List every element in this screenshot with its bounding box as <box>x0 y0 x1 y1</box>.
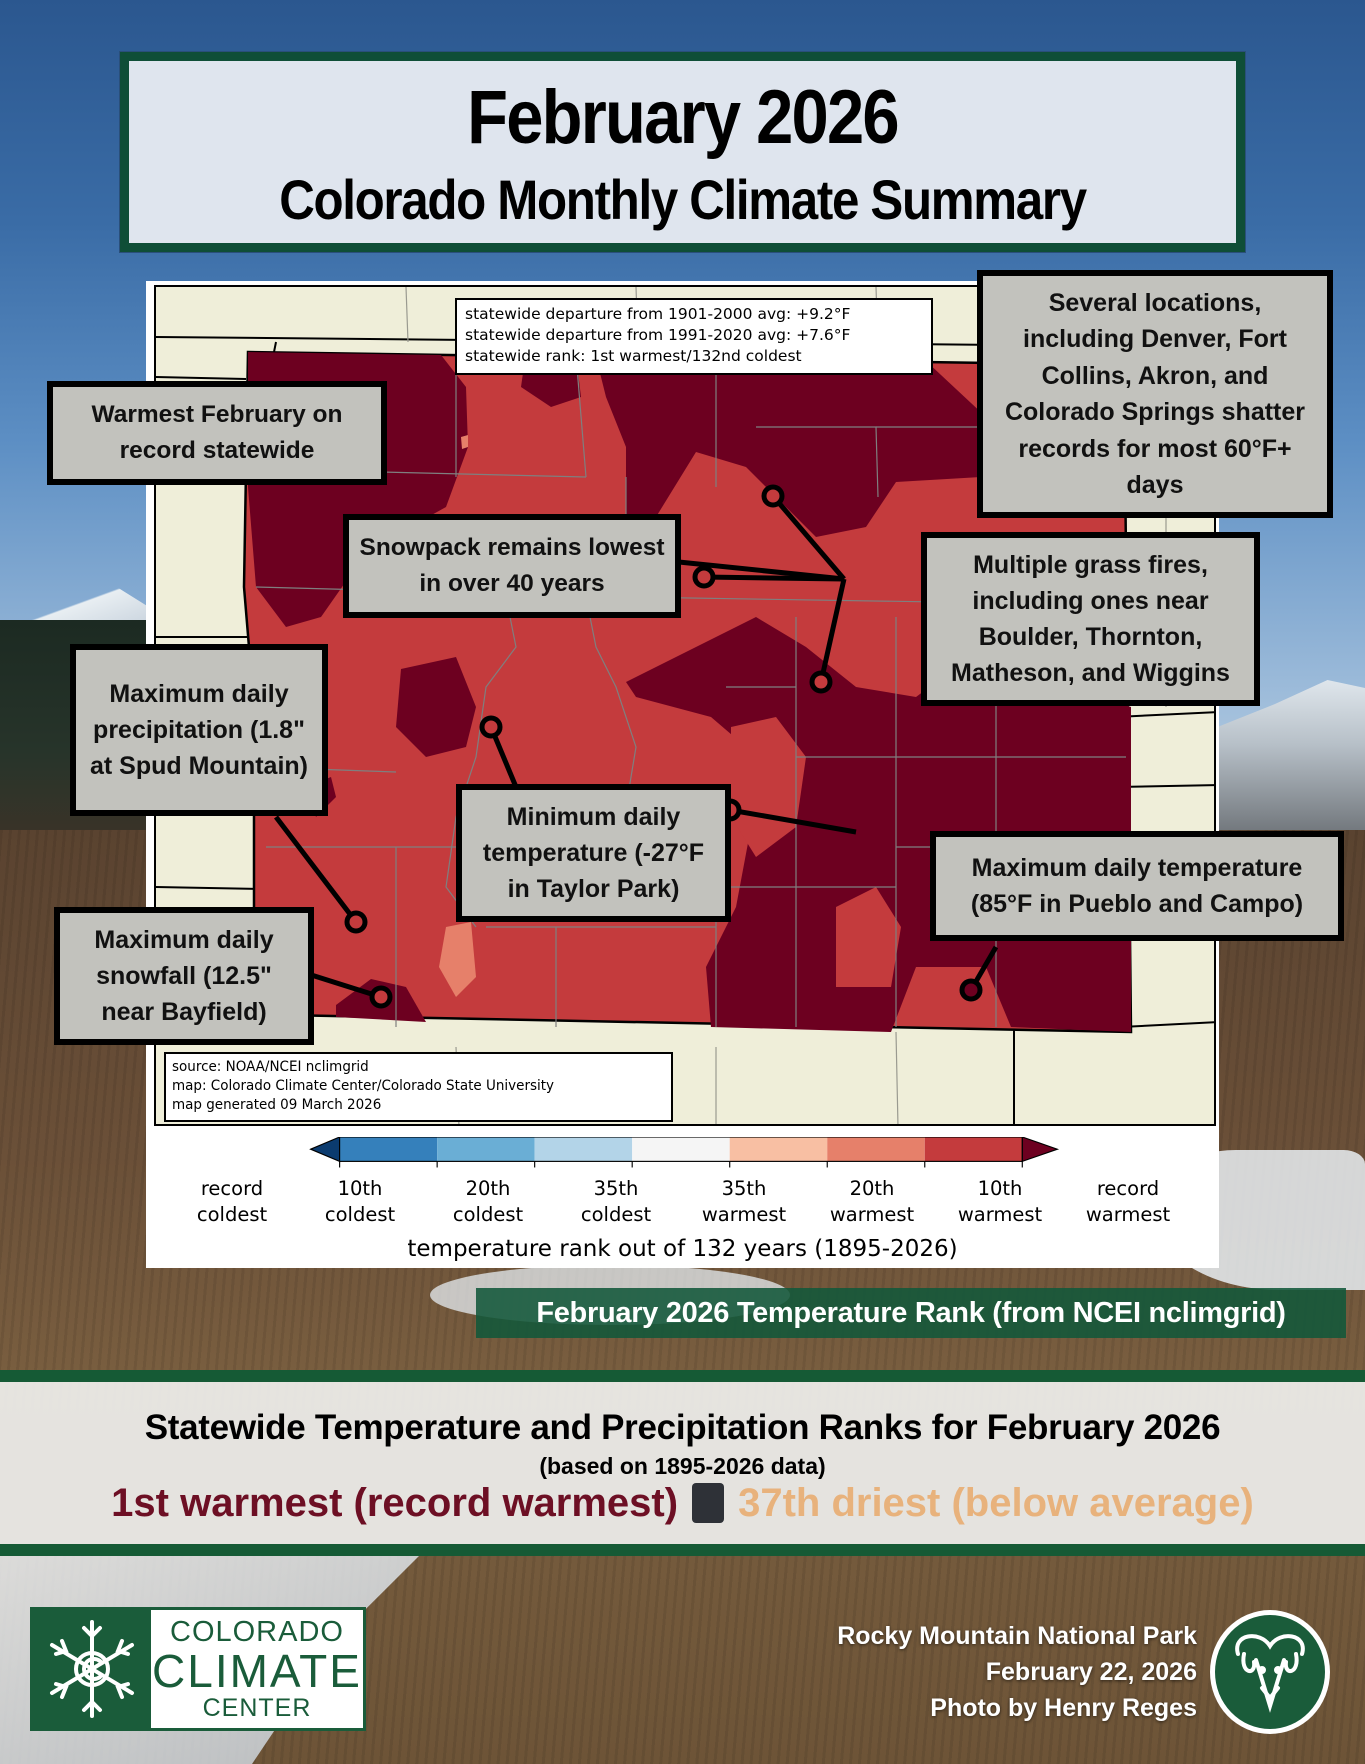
ranks-title: Statewide Temperature and Precipitation … <box>144 1408 1221 1447</box>
tick-20th-coldest: 20th coldest <box>452 1177 524 1226</box>
statewide-ranks-band: Statewide Temperature and Precipitation … <box>0 1370 1365 1556</box>
source-line: source: NOAA/NCEI nclimgrid <box>172 1059 369 1075</box>
tick-10th-warmest: 10th warmest <box>957 1177 1043 1226</box>
photo-date: February 22, 2026 <box>985 1658 1197 1686</box>
statewide-rank: statewide rank: 1st warmest/132nd coldes… <box>465 347 802 365</box>
temperature-rank: 1st warmest (record warmest) <box>111 1481 679 1525</box>
source-box: source: NOAA/NCEI nclimgrid map: Colorad… <box>164 1052 673 1122</box>
map-credit-line: map: Colorado Climate Center/Colorado St… <box>172 1078 555 1094</box>
photographer: Photo by Henry Reges <box>930 1694 1197 1722</box>
callout-min-temp: Minimum daily temperature (-27°F in Tayl… <box>456 784 731 922</box>
photo-location: Rocky Mountain National Park <box>837 1622 1197 1650</box>
callout-max-temp: Maximum daily temperature (85°F in Puebl… <box>930 831 1344 941</box>
callout-snowpack: Snowpack remains lowest in over 40 years <box>343 514 681 618</box>
departure-1901-2000: statewide departure from 1901-2000 avg: … <box>465 305 851 323</box>
callout-max-snow: Maximum daily snowfall (12.5" near Bayfi… <box>54 907 314 1045</box>
tick-record-warmest: record warmest <box>1085 1177 1171 1226</box>
ranks-values: 1st warmest (record warmest) 37th driest… <box>0 1480 1365 1526</box>
callout-max-precip: Maximum daily precipitation (1.8" at Spu… <box>70 644 328 816</box>
tick-20th-warmest: 20th warmest <box>829 1177 915 1226</box>
page-title: February 2026 <box>467 75 899 160</box>
colorbar-title: temperature rank out of 132 years (1895-… <box>407 1236 958 1262</box>
title-banner: February 2026 Colorado Monthly Climate S… <box>120 52 1245 252</box>
tick-record-coldest: record coldest <box>196 1177 268 1226</box>
logo-wordmark: COLORADO CLIMATE CENTER <box>152 1616 362 1722</box>
callout-60f-days: Several locations, including Denver, For… <box>977 270 1333 518</box>
precipitation-rank: 37th driest (below average) <box>738 1481 1254 1525</box>
generated-date-line: map generated 09 March 2026 <box>172 1097 382 1113</box>
csu-ram-logo-icon <box>1210 1610 1330 1734</box>
tick-10th-coldest: 10th coldest <box>324 1177 396 1226</box>
colorbar <box>309 1137 1060 1168</box>
photo-credit: Rocky Mountain National Park February 22… <box>760 1618 1197 1726</box>
tick-35th-coldest: 35th coldest <box>580 1177 652 1226</box>
colorbar-tick-labels: record coldest 10th coldest 20th coldest 35… <box>146 1176 1219 1236</box>
snowflake-icon <box>33 1610 151 1728</box>
colorado-climate-center-logo: COLORADO CLIMATE CENTER <box>30 1607 366 1731</box>
tick-35th-warmest: 35th warmest <box>701 1177 787 1226</box>
callout-warmest-february: Warmest February on record statewide <box>47 381 387 485</box>
page-subtitle: Colorado Monthly Climate Summary <box>279 168 1087 231</box>
map-caption: February 2026 Temperature Rank (from NCE… <box>476 1288 1346 1338</box>
ranks-subtitle: (based on 1895-2026 data) <box>539 1453 826 1479</box>
statewide-stats-box: statewide departure from 1901-2000 avg: … <box>455 298 933 375</box>
callout-grass-fires: Multiple grass fires, including ones nea… <box>921 532 1260 706</box>
departure-1991-2020: statewide departure from 1991-2020 avg: … <box>465 326 851 344</box>
separator-square-icon <box>692 1483 725 1523</box>
